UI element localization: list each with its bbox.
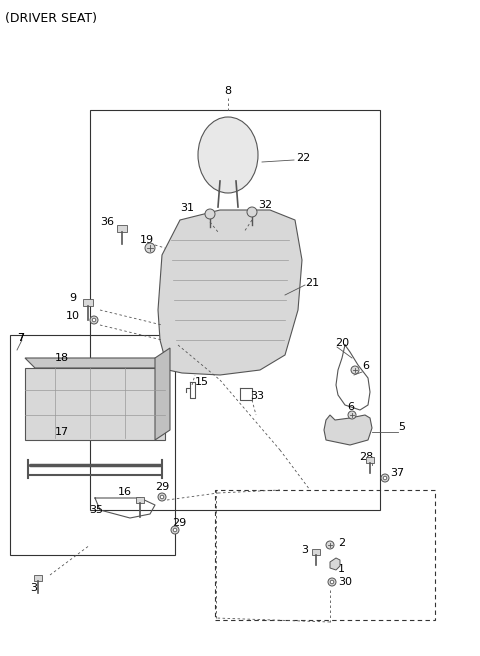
Circle shape <box>351 366 359 374</box>
Circle shape <box>383 476 387 480</box>
Text: 9: 9 <box>69 293 76 303</box>
Text: 7: 7 <box>17 333 24 343</box>
Text: 2: 2 <box>338 538 345 548</box>
Circle shape <box>348 411 356 419</box>
Text: 35: 35 <box>89 505 103 515</box>
Circle shape <box>205 209 215 219</box>
Text: 31: 31 <box>180 203 194 213</box>
Bar <box>34 575 42 581</box>
Polygon shape <box>25 368 165 440</box>
Text: 19: 19 <box>140 235 154 245</box>
Text: 32: 32 <box>258 200 272 210</box>
Text: 5: 5 <box>398 422 405 432</box>
Circle shape <box>247 207 257 217</box>
Circle shape <box>330 580 334 584</box>
Text: 6: 6 <box>347 402 354 412</box>
Ellipse shape <box>198 117 258 193</box>
Text: 18: 18 <box>55 353 69 363</box>
Text: 10: 10 <box>66 311 80 321</box>
Text: (DRIVER SEAT): (DRIVER SEAT) <box>5 12 97 25</box>
Text: 29: 29 <box>172 518 186 528</box>
Text: 16: 16 <box>118 487 132 497</box>
Circle shape <box>381 474 389 482</box>
Circle shape <box>145 243 155 253</box>
Polygon shape <box>25 358 165 368</box>
Text: 22: 22 <box>296 153 310 163</box>
Polygon shape <box>155 348 170 440</box>
Polygon shape <box>330 558 340 570</box>
Bar <box>90 110 380 510</box>
Circle shape <box>173 528 177 532</box>
Text: 1: 1 <box>338 564 345 574</box>
Text: 30: 30 <box>338 577 352 587</box>
Bar <box>312 549 320 555</box>
Text: 33: 33 <box>250 391 264 401</box>
Circle shape <box>326 541 334 549</box>
Circle shape <box>328 578 336 586</box>
Text: 36: 36 <box>100 217 114 227</box>
Circle shape <box>92 318 96 322</box>
Text: 3: 3 <box>301 545 308 555</box>
Text: 15: 15 <box>195 377 209 387</box>
Text: 28: 28 <box>359 452 373 462</box>
Polygon shape <box>324 415 372 445</box>
Circle shape <box>171 526 179 534</box>
Bar <box>117 224 127 232</box>
Text: 6: 6 <box>362 361 369 371</box>
Text: 20: 20 <box>335 338 349 348</box>
Bar <box>366 457 374 462</box>
Bar <box>10 335 175 555</box>
Text: 8: 8 <box>225 86 231 96</box>
Text: 29: 29 <box>155 482 169 492</box>
Polygon shape <box>158 210 302 375</box>
Circle shape <box>90 316 98 324</box>
Text: 17: 17 <box>55 427 69 437</box>
Circle shape <box>160 495 164 499</box>
Bar <box>136 497 144 502</box>
Bar <box>83 298 93 306</box>
Bar <box>215 490 435 620</box>
Text: 21: 21 <box>305 278 319 288</box>
Circle shape <box>158 493 166 501</box>
Text: 3: 3 <box>30 583 37 593</box>
Text: 37: 37 <box>390 468 404 478</box>
Text: 7: 7 <box>17 333 24 343</box>
